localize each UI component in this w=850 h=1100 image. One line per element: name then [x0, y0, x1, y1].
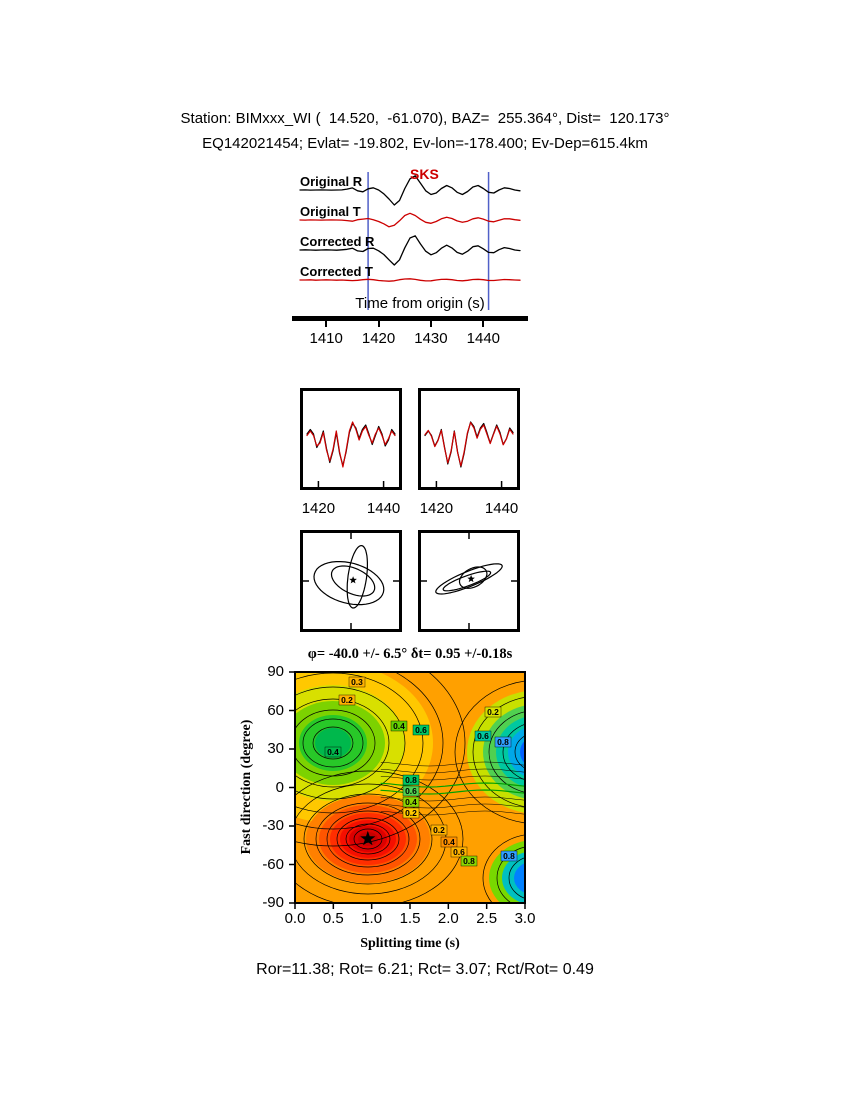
trace-label-original-r: Original R [300, 174, 363, 189]
comparison-left-canvas [306, 421, 396, 487]
trace-label-corrected-t: Corrected T [300, 264, 373, 279]
svg-text:0.4: 0.4 [327, 747, 339, 757]
time-tick-label: 1440 [466, 330, 501, 347]
comparison-tick-label: 1420 [301, 500, 336, 517]
particle-motion-right-canvas [421, 533, 517, 629]
svg-text:0.4: 0.4 [393, 721, 405, 731]
svg-text:0.6: 0.6 [453, 847, 465, 857]
dt-tick-label: 2.5 [476, 910, 498, 927]
svg-text:0.2: 0.2 [433, 825, 445, 835]
time-tick-label: 1410 [309, 330, 343, 347]
svg-text:0.8: 0.8 [405, 775, 417, 785]
dt-tick-label: 1.5 [399, 910, 421, 927]
dt-tick-label: 1.0 [361, 910, 383, 927]
time-axis-tick [429, 321, 432, 327]
phi-tick-label: -60 [262, 855, 284, 873]
comparison-right-panel [418, 388, 520, 490]
time-axis-bar [292, 316, 528, 321]
sks-phase-label: SKS [410, 166, 439, 182]
time-axis-tick [377, 321, 380, 327]
waveform-canvas [299, 172, 521, 310]
comparison-left-panel [300, 388, 402, 490]
dt-tick-label: 2.0 [437, 910, 459, 927]
comparison-right-canvas [424, 421, 514, 487]
best-fit-star [360, 830, 376, 846]
phi-tick-label: 90 [267, 663, 284, 680]
ratio-statistics-text: Ror=11.38; Rot= 6.21; Rct= 3.07; Rct/Rot… [256, 961, 594, 978]
comparison-tick-label: 1440 [484, 500, 519, 517]
phi-tick-label: -90 [262, 894, 284, 911]
time-axis-tick [482, 321, 485, 327]
time-tick-label: 1420 [361, 330, 396, 347]
dt-tick-label: 0.5 [322, 910, 344, 927]
phi-tick-label: -30 [262, 817, 284, 834]
misfit-contour-canvas: 0.30.20.4 0.60.20.60.80.40.80.60.40.20.20… [289, 671, 526, 909]
phi-tick-label: 30 [267, 740, 284, 757]
dt-tick-label: 0.0 [284, 910, 306, 927]
comparison-tick-label: 1440 [366, 500, 401, 517]
svg-text:0.4: 0.4 [405, 797, 417, 807]
time-axis-tick [325, 321, 328, 327]
time-axis-label: Time from origin (s) [355, 295, 485, 312]
svg-text:0.2: 0.2 [341, 695, 353, 705]
time-tick-label: 1430 [414, 330, 448, 347]
particle-motion-left-panel [300, 530, 402, 632]
phi-tick-label: 0 [275, 778, 284, 796]
trace-label-original-t: Original T [300, 204, 361, 219]
svg-text:0.4: 0.4 [443, 837, 455, 847]
svg-text:0.3: 0.3 [351, 677, 363, 687]
dt-tick-label: 3.0 [514, 910, 536, 927]
trace-label-corrected-r: Corrected R [300, 234, 375, 249]
splitting-time-axis-label: Splitting time (s) [360, 936, 460, 951]
svg-text:0.6: 0.6 [415, 725, 427, 735]
svg-text:0.8: 0.8 [497, 737, 509, 747]
svg-text:0.6: 0.6 [405, 786, 417, 796]
contour-title: φ= -40.0 +/- 6.5° δt= 0.95 +/-0.18s [307, 646, 513, 662]
svg-text:0.8: 0.8 [503, 851, 515, 861]
event-header-line: EQ142021454; Evlat= -19.802, Ev-lon=-178… [202, 135, 648, 152]
particle-motion-right-panel [418, 530, 520, 632]
station-header-line: Station: BIMxxx_WI ( 14.520, -61.070), B… [180, 110, 670, 127]
svg-text:0.2: 0.2 [405, 808, 417, 818]
particle-motion-left-canvas [303, 533, 399, 629]
phi-tick-label: 60 [267, 701, 284, 719]
svg-text:0.2: 0.2 [487, 707, 499, 717]
svg-text:0.8: 0.8 [463, 856, 475, 866]
svg-text:0.6: 0.6 [477, 731, 489, 741]
comparison-tick-label: 1420 [419, 500, 454, 517]
